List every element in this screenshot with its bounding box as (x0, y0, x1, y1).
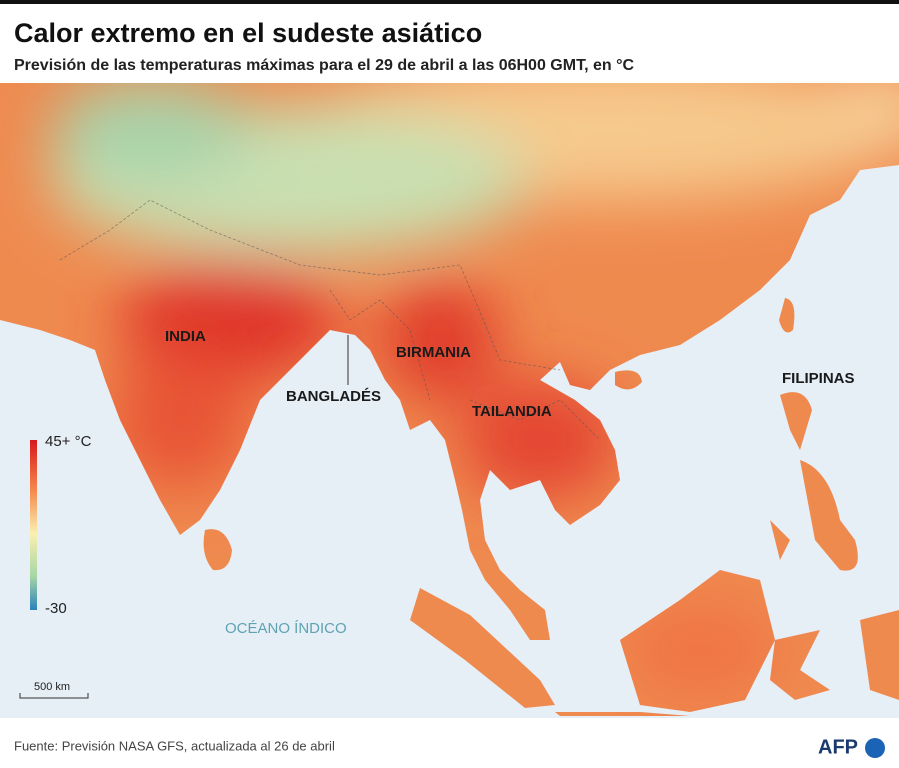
country-label: INDIA (165, 328, 206, 345)
scale-bar (19, 693, 89, 699)
logo-text: AFP (818, 736, 858, 758)
borders (59, 199, 601, 441)
ocean-label: OCÉANO ÍNDICO (225, 620, 347, 637)
source: Fuente: Previsión NASA GFS, actualizada … (14, 738, 335, 753)
subtitle: Previsión de las temperaturas máximas pa… (14, 57, 634, 74)
country-label: BIRMANIA (396, 344, 471, 361)
logo-dot (865, 738, 885, 758)
country-label: TAILANDIA (472, 403, 552, 420)
top-rule (0, 0, 899, 4)
legend-max: 45+ °C (45, 433, 92, 450)
country-label: FILIPINAS (782, 370, 855, 387)
title: Calor extremo en el sudeste asiático (14, 18, 482, 48)
legend-min: -30 (45, 600, 67, 617)
legend-bar (30, 440, 37, 610)
country-label: BANGLADÉS (286, 388, 381, 405)
scale-label: 500 km (34, 681, 70, 693)
